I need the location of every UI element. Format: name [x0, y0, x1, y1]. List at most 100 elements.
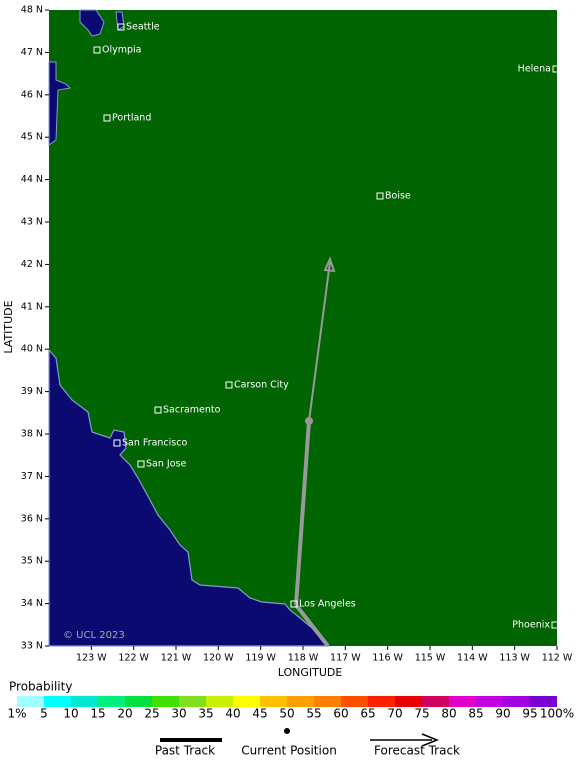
x-tick-label: 113 W — [499, 653, 530, 664]
legend-swatch — [260, 696, 287, 707]
city-label: Seattle — [126, 22, 160, 33]
city-label: Helena — [518, 64, 551, 75]
legend-label: 1% — [7, 707, 26, 721]
legend-label: 100% — [540, 707, 574, 721]
y-tick-label: 40 N — [21, 344, 43, 355]
legend-label: 75 — [414, 707, 429, 721]
legend-label: 95 — [522, 707, 537, 721]
city-label: Sacramento — [163, 405, 221, 416]
forecast-track — [308, 261, 331, 422]
y-tick-label: 41 N — [21, 301, 43, 312]
city-marker — [551, 621, 559, 629]
legend-swatch — [44, 696, 71, 707]
legend-label: 15 — [90, 707, 105, 721]
legend-swatch — [503, 696, 530, 707]
city-label: Los Angeles — [299, 599, 356, 610]
legend-swatch — [287, 696, 314, 707]
x-tick-label: 114 W — [457, 653, 488, 664]
legend-swatch — [179, 696, 206, 707]
ocean — [48, 61, 72, 146]
y-tick-label: 36 N — [21, 513, 43, 524]
x-tick-label: 118 W — [288, 653, 319, 664]
city-marker — [552, 65, 560, 73]
legend-label: 85 — [468, 707, 483, 721]
past-track — [294, 420, 311, 606]
city-marker — [103, 114, 111, 122]
legend-swatch — [98, 696, 125, 707]
forecast-arrow — [323, 256, 336, 273]
current-position-key — [284, 728, 290, 734]
legend-title: Probability — [9, 680, 72, 694]
city-marker — [154, 406, 162, 414]
y-tick-label: 47 N — [21, 47, 43, 58]
city-marker — [225, 381, 233, 389]
y-tick-label: 39 N — [21, 386, 43, 397]
legend-label: 55 — [306, 707, 321, 721]
legend-swatch — [530, 696, 557, 707]
legend-label: 65 — [360, 707, 375, 721]
legend-swatch — [152, 696, 179, 707]
legend-label: 10 — [63, 707, 78, 721]
legend-label: 40 — [225, 707, 240, 721]
city-marker — [113, 439, 121, 447]
city-label: San Jose — [146, 459, 186, 470]
y-tick-label: 43 N — [21, 217, 43, 228]
ocean — [48, 348, 330, 647]
city-label: San Francisco — [122, 438, 187, 449]
legend-label: 5 — [40, 707, 48, 721]
x-axis-label: LONGITUDE — [278, 666, 343, 679]
city-label: Carson City — [234, 380, 289, 391]
legend-label: Past Track — [155, 744, 215, 758]
city-marker — [93, 46, 101, 54]
x-tick-label: 115 W — [415, 653, 446, 664]
legend-swatch — [125, 696, 152, 707]
y-axis-label: LATITUDE — [2, 300, 15, 353]
legend-label: 30 — [171, 707, 186, 721]
legend-label: Current Position — [241, 744, 337, 758]
copyright: © UCL 2023 — [63, 630, 125, 641]
legend-swatch — [233, 696, 260, 707]
legend-label: 20 — [117, 707, 132, 721]
legend-swatch — [314, 696, 341, 707]
y-tick-label: 45 N — [21, 132, 43, 143]
x-tick-label: 122 W — [118, 653, 149, 664]
forecast-arrow-key — [421, 733, 440, 747]
legend-label: 80 — [441, 707, 456, 721]
city-marker — [117, 23, 125, 31]
past-track — [294, 603, 330, 648]
y-tick-label: 46 N — [21, 89, 43, 100]
y-tick-label: 34 N — [21, 598, 43, 609]
x-tick-label: 119 W — [245, 653, 276, 664]
city-label: Phoenix — [512, 620, 550, 631]
current-position — [305, 417, 313, 425]
city-label: Portland — [112, 113, 151, 124]
legend-label: 45 — [252, 707, 267, 721]
legend-swatch — [395, 696, 422, 707]
legend-label: Forecast Track — [374, 744, 460, 758]
city-label: Olympia — [102, 45, 141, 56]
legend-label: 25 — [144, 707, 159, 721]
city-marker — [290, 600, 298, 608]
city-label: Boise — [385, 191, 411, 202]
legend-swatch — [422, 696, 449, 707]
legend-label: 35 — [198, 707, 213, 721]
legend-swatch — [368, 696, 395, 707]
x-tick-label: 117 W — [330, 653, 361, 664]
legend-swatch — [17, 696, 44, 707]
y-tick-label: 38 N — [21, 429, 43, 440]
legend-swatch — [206, 696, 233, 707]
y-tick-label: 35 N — [21, 556, 43, 567]
legend-swatch — [449, 696, 476, 707]
y-tick-label: 33 N — [21, 641, 43, 652]
x-tick-label: 121 W — [161, 653, 192, 664]
legend-swatch — [341, 696, 368, 707]
y-tick-label: 44 N — [21, 174, 43, 185]
x-tick-label: 123 W — [76, 653, 107, 664]
y-tick-label: 37 N — [21, 471, 43, 482]
legend-label: 60 — [333, 707, 348, 721]
city-marker — [376, 192, 384, 200]
legend-swatch — [71, 696, 98, 707]
legend-swatch — [476, 696, 503, 707]
legend-label: 90 — [495, 707, 510, 721]
